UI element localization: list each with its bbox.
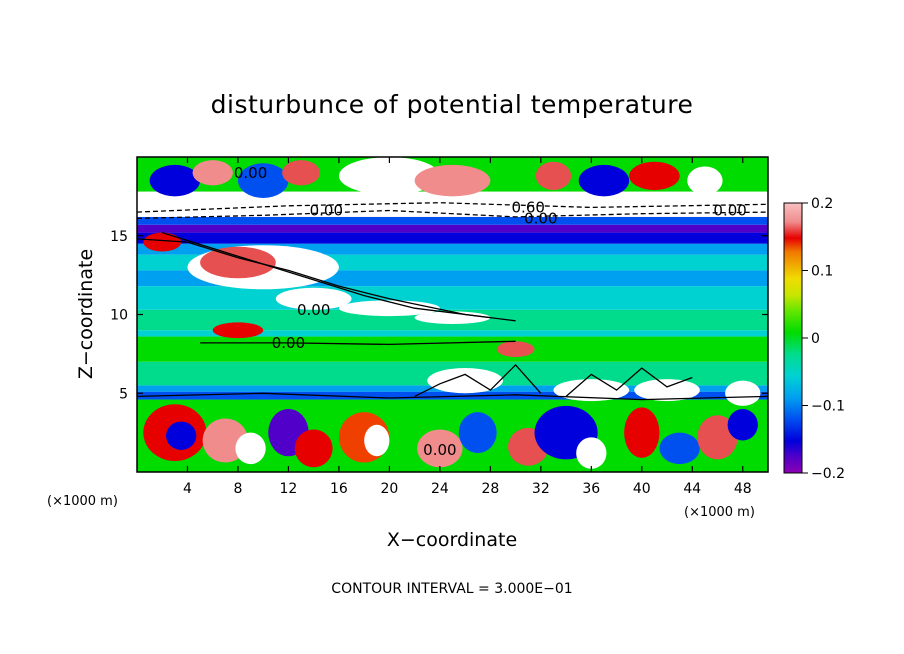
y-tick-label: 5 [119,386,128,402]
x-tick-label: 36 [582,481,600,497]
field-blob [725,380,761,406]
x-unit-left: (×1000 m) [47,494,118,509]
contour-label: 0.00 [423,441,456,459]
field-band [137,330,768,337]
contour-label: 0.00 [524,209,557,227]
field-blob [192,160,233,186]
contour-line [137,238,516,322]
contour-label: 0.00 [310,202,343,220]
colorbar-tick-label: −0.1 [811,399,845,415]
contour-line [414,363,542,397]
x-tick-label: 44 [683,481,701,497]
field-blob [634,379,700,402]
x-tick-label: 32 [532,481,550,497]
field-blob [149,164,201,197]
contour-line [137,209,768,220]
field-blob [414,311,491,324]
x-tick-label: 4 [183,481,192,497]
field-blob [727,409,758,441]
y-tick-label: 15 [110,229,128,245]
x-tick-label: 48 [734,481,752,497]
x-tick-label: 24 [431,481,449,497]
x-tick-label: 20 [380,481,398,497]
field-blob [553,379,630,402]
field-blob [364,424,390,457]
x-tick-label: 40 [633,481,651,497]
contour-line [565,367,693,397]
colorbar [783,202,803,474]
field-blob [535,161,572,191]
x-tick-label: 28 [481,481,499,497]
field-band [137,243,768,255]
x-tick-label: 8 [233,481,242,497]
field-blob [275,287,352,310]
field-blob [294,429,333,468]
colorbar-tick-label: 0.2 [811,196,833,212]
colorbar-tick-label: 0.1 [811,264,833,280]
field-blob [427,368,503,394]
contour-line [200,340,516,346]
colorbar-tick-label: 0 [811,331,820,347]
field-blob [417,429,463,468]
field-blob [237,163,289,198]
field-blob [458,412,497,454]
field-blob [235,432,266,465]
field-blob [629,161,680,191]
y-tick-label: 10 [110,308,128,324]
contour-label: 0.00 [272,334,305,352]
field-blob [414,164,491,197]
contour-line [162,231,491,319]
chart-title: disturbunce of potential temperature [211,90,694,119]
x-axis-title: X−coordinate [387,529,517,551]
field-blob [338,157,440,195]
field-blob [166,421,197,450]
colorbar-tick-label: −0.2 [811,466,845,482]
contour-label: 0.00 [713,202,746,220]
contour-label: 0.60 [512,198,545,216]
field-blob [143,232,182,252]
x-unit-right: (×1000 m) [684,505,755,520]
field-band [137,232,768,244]
heatmap-field [137,157,768,472]
field-blob [687,166,723,195]
field-blob [496,341,535,358]
contour-interval: CONTOUR INTERVAL = 3.000E−01 [331,581,572,597]
field-blob [200,246,276,279]
field-band [137,216,768,225]
field-blob [697,415,738,460]
y-axis-title: Z−coordinate [75,249,97,379]
field-blob [576,437,607,469]
field-band [137,391,768,400]
field-band [137,336,768,362]
contour-label: 0.00 [297,301,330,319]
field-band [137,224,768,233]
x-tick-label: 16 [330,481,348,497]
field-blob [282,160,320,186]
field-band [137,286,768,310]
field-blob [578,164,630,197]
contour-line [137,392,768,401]
field-blob [624,407,660,458]
contour-line [137,202,768,213]
field-blob [659,432,700,465]
contour-label: 0.00 [234,164,267,182]
x-tick-label: 12 [280,481,298,497]
field-blob [212,322,264,339]
